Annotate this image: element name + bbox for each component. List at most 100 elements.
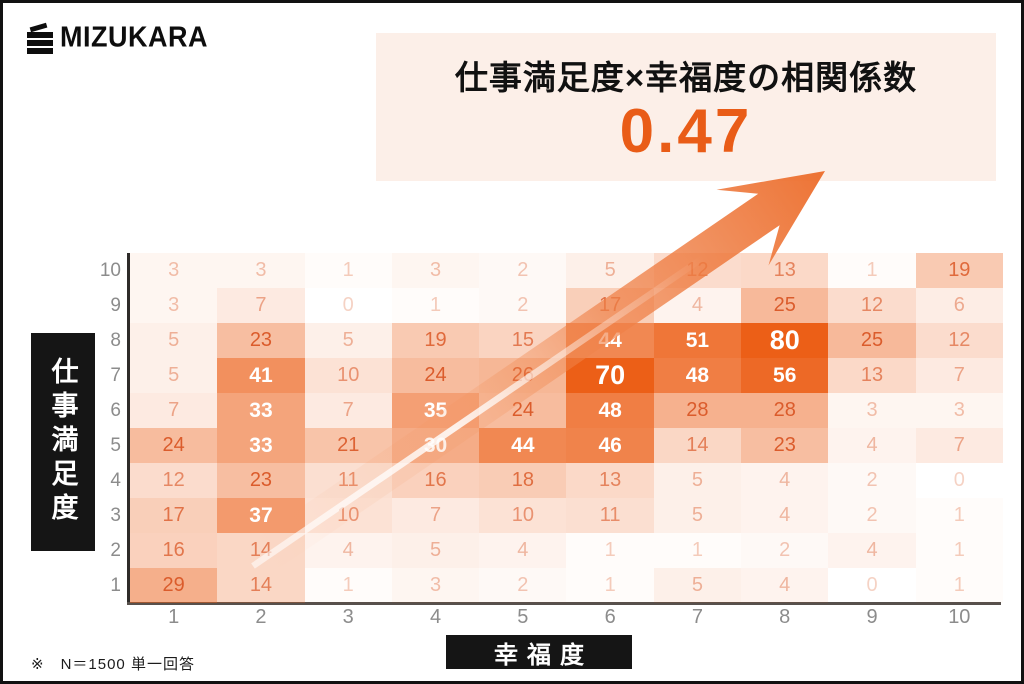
x-tick-label: 10 (948, 606, 971, 628)
heatmap-cell: 1 (604, 539, 616, 561)
heatmap-cell: 12 (828, 288, 916, 323)
y-tick-label: 1 (110, 575, 121, 596)
y-tick-label: 8 (110, 330, 121, 351)
heatmap-cell: 14 (217, 533, 305, 568)
heatmap-cell: 4 (653, 288, 742, 323)
heatmap-cell: 16 (391, 463, 480, 498)
y-axis-title-box: 仕事満足度 (31, 333, 95, 551)
heatmap-cell: 24 (130, 428, 218, 463)
heatmap-cell: 13 (741, 253, 829, 288)
heatmap-cell: 1 (429, 294, 442, 316)
heatmap-cell: 35 (391, 393, 480, 428)
x-tick-label: 8 (779, 606, 791, 628)
heatmap-cell: 1 (691, 539, 703, 561)
heatmap-cell: 4 (741, 498, 829, 533)
heatmap-cell: 30 (391, 428, 480, 463)
heatmap-cell: 4 (741, 463, 829, 498)
heatmap-cell: 41 (217, 358, 305, 393)
heatmap-cell: 19 (915, 253, 1003, 288)
heatmap-cell: 2 (828, 498, 916, 533)
heatmap-cell: 3 (828, 393, 916, 428)
x-tick-label: 7 (691, 606, 703, 628)
heatmap-cell: 3 (130, 288, 218, 323)
x-axis-title: 幸福度 (494, 641, 593, 669)
heatmap-cell: 5 (653, 498, 742, 533)
heatmap-cell: 51 (653, 323, 742, 358)
x-tick-label: 4 (429, 606, 442, 628)
heatmap-cell: 1 (953, 504, 965, 526)
x-axis-line (127, 602, 1001, 605)
y-tick-label: 9 (110, 295, 121, 316)
heatmap-cell: 5 (653, 463, 742, 498)
heatmap-cell: 4 (828, 533, 916, 568)
heatmap-cell: 1 (866, 259, 878, 281)
heatmap-cell: 3 (391, 568, 480, 603)
y-tick-label: 5 (110, 435, 121, 456)
logo-text: MIZUKARA (60, 21, 208, 53)
x-axis-tick-labels: 1 2 3 4 5 6 7 8 9 10 (130, 606, 1003, 629)
heatmap-cell: 21 (304, 428, 392, 463)
heatmap-cell: 5 (566, 253, 654, 288)
chart-title: 仕事満足度×幸福度の相関係数 (454, 59, 918, 96)
heatmap-cell: 37 (217, 498, 305, 533)
heatmap-cell: 2 (479, 253, 567, 288)
heatmap-cell: 25 (828, 323, 916, 358)
heatmap-cell: 13 (828, 358, 916, 393)
heatmap-cell: 5 (130, 358, 218, 393)
correlation-title-box: 仕事満足度×幸福度の相関係数 0.47 (376, 33, 996, 181)
sample-size-note: ※ N＝1500 単一回答 (31, 656, 195, 673)
heatmap-cell: 28 (741, 393, 829, 428)
heatmap-cell: 24 (479, 393, 567, 428)
y-tick-label: 4 (110, 470, 121, 491)
heatmap-cell: 19 (391, 323, 480, 358)
heatmap-cell: 1 (604, 574, 616, 596)
heatmap-cell: 14 (653, 428, 742, 463)
x-tick-label: 9 (866, 606, 878, 628)
heatmap-cell: 4 (304, 533, 392, 568)
heatmap-cell: 2 (479, 568, 567, 603)
heatmap-cell: 5 (653, 568, 742, 603)
heatmap-cell: 56 (741, 358, 829, 393)
heatmap-cell: 44 (566, 323, 654, 358)
heatmap-cell: 48 (653, 358, 742, 393)
heatmap-cell: 0 (866, 574, 878, 596)
y-axis-title: 仕事満足度 (47, 357, 78, 527)
heatmap-cell: 23 (217, 323, 305, 358)
heatmap-cell: 14 (217, 568, 305, 603)
heatmap-cell: 10 (304, 358, 392, 393)
heatmap-cell: 3 (130, 253, 218, 288)
heatmap-cell: 33 (217, 393, 305, 428)
y-axis-line (127, 253, 130, 604)
heatmap-cell: 4 (479, 533, 567, 568)
heatmap-cell: 4 (741, 568, 829, 603)
heatmap-cell: 1 (953, 574, 965, 596)
heatmap-cell: 28 (653, 393, 742, 428)
heatmap-cell: 46 (566, 428, 654, 463)
mizukara-logo: MIZUKARA (27, 21, 208, 54)
heatmap-cell: 23 (741, 428, 829, 463)
x-tick-label: 2 (255, 606, 267, 628)
y-tick-label: 3 (110, 505, 121, 526)
heatmap-cell: 0 (342, 294, 354, 316)
heatmap-cell: 6 (915, 288, 1003, 323)
heatmap-cell: 11 (304, 463, 392, 498)
heatmap-cell: 17 (130, 498, 218, 533)
heatmap-grid: 3 3 1 3 2 5 12 13 1 19 3 7 0 1 2 17 4 25 12 6 5 23 5 19 15 44 51 80… (130, 253, 1003, 603)
heatmap-cell: 5 (130, 323, 218, 358)
heatmap-cell: 1 (953, 539, 965, 561)
heatmap-cell: 7 (391, 498, 480, 533)
heatmap-cell: 29 (130, 568, 218, 603)
heatmap-cell: 44 (479, 428, 567, 463)
x-tick-label: 3 (342, 606, 354, 628)
heatmap-cell: 12 (653, 253, 742, 288)
heatmap-cell: 3 (391, 253, 480, 288)
heatmap-cell: 23 (217, 463, 305, 498)
heatmap-cell: 7 (915, 428, 1003, 463)
heatmap-cell: 3 (217, 253, 305, 288)
mizukara-logo-icon (27, 22, 53, 54)
heatmap-cell: 5 (304, 323, 392, 358)
heatmap-cell: 7 (304, 393, 392, 428)
heatmap-cell: 33 (217, 428, 305, 463)
x-tick-label: 1 (168, 606, 180, 628)
